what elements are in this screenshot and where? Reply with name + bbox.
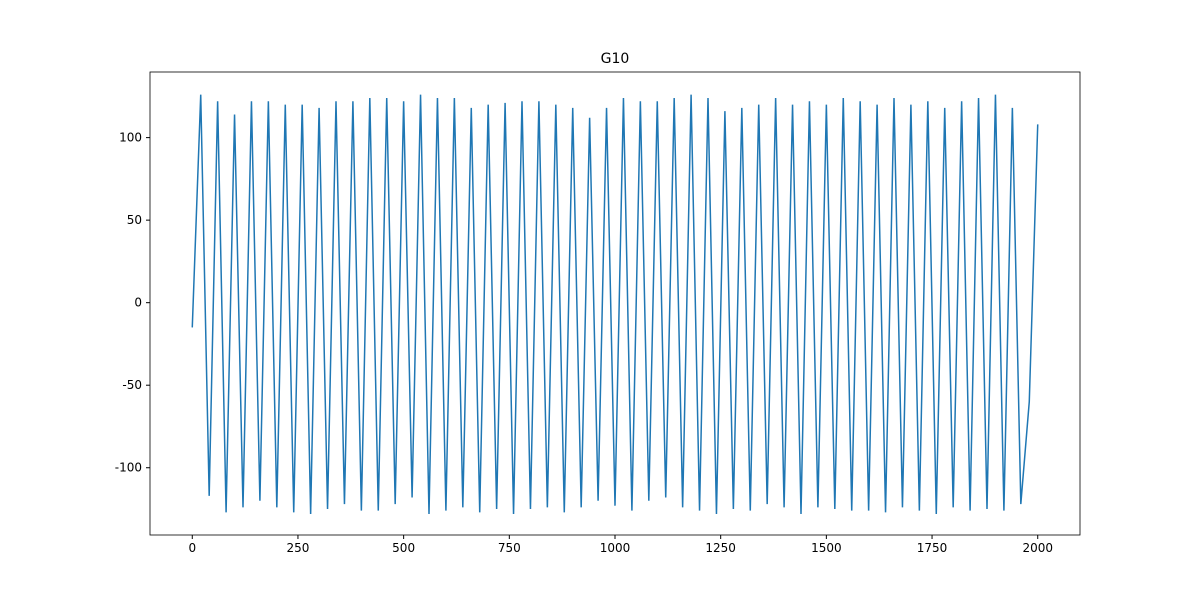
x-tick-label: 1500 (811, 541, 842, 555)
x-tick-label: 750 (498, 541, 521, 555)
x-tick-label: 250 (287, 541, 310, 555)
data-line (191, 94, 1039, 514)
y-tick-label: -50 (122, 378, 142, 392)
x-tick-label: 500 (392, 541, 415, 555)
x-tick-label: 1000 (600, 541, 631, 555)
y-tick-label: 0 (134, 296, 142, 310)
chart-title: G10 (601, 51, 630, 67)
x-tick-label: 1250 (705, 541, 736, 555)
x-tick-label: 0 (188, 541, 196, 555)
y-tick-label: -100 (115, 461, 142, 475)
y-tick-label: 100 (119, 131, 142, 145)
plot-frame (149, 71, 1081, 536)
y-tick-label: 50 (127, 213, 142, 227)
x-tick-label: 2000 (1022, 541, 1053, 555)
x-tick-label: 1750 (917, 541, 948, 555)
